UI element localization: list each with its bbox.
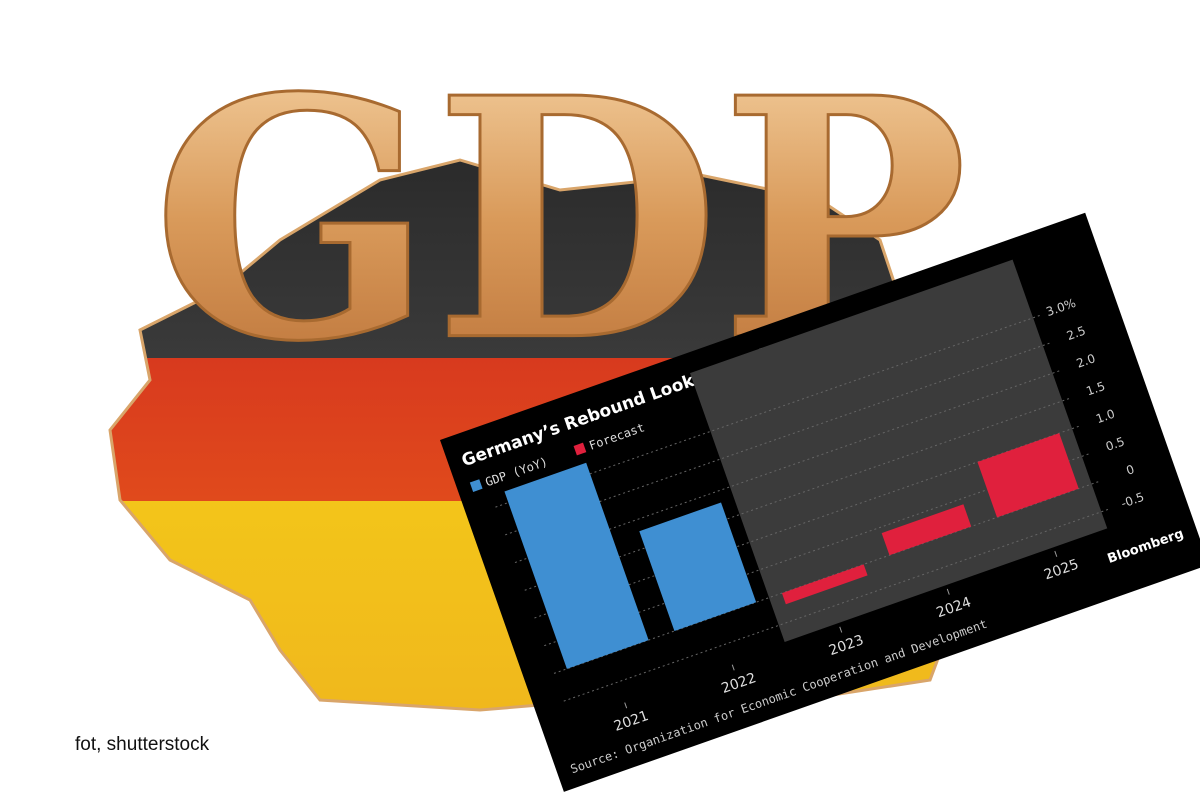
y-tick-label: 0.5 [1104, 434, 1127, 454]
x-tick [1054, 550, 1058, 557]
y-tick-label: 1.0 [1094, 407, 1117, 427]
y-tick-label: 0 [1124, 462, 1136, 478]
y-tick-label: 2.0 [1075, 351, 1098, 371]
x-tick [946, 588, 950, 595]
caption: fot, shutterstock [75, 734, 210, 755]
legend-swatch [469, 479, 483, 492]
grid-line [563, 507, 1111, 702]
bar [977, 433, 1079, 518]
bar [504, 462, 649, 669]
x-tick [624, 702, 628, 709]
legend-swatch [573, 442, 587, 456]
x-tick [731, 664, 735, 671]
bar [781, 564, 868, 605]
bar [639, 502, 757, 631]
y-tick-label: 1.5 [1084, 379, 1107, 399]
bar [881, 504, 972, 556]
y-tick-label: 2.5 [1065, 323, 1088, 343]
x-tick [839, 626, 843, 633]
